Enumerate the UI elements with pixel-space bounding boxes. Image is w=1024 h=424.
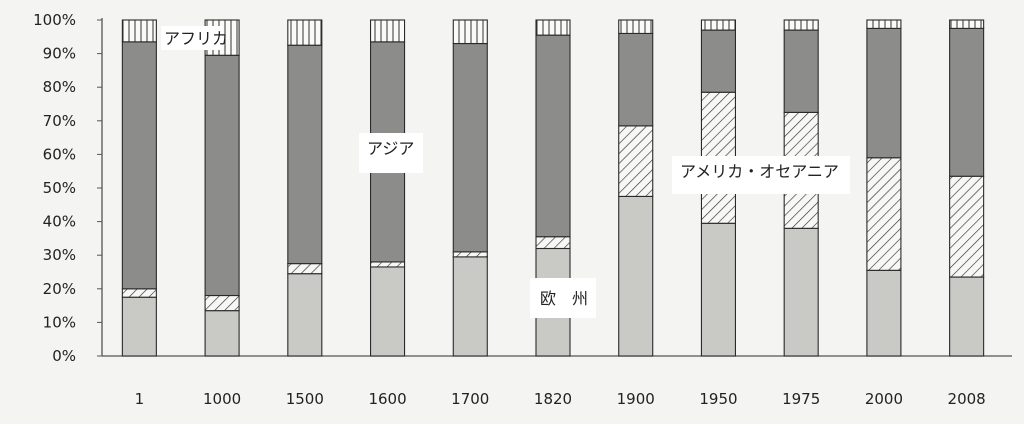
y-tick-label: 20%: [43, 280, 76, 298]
bar-segment-3-1700: [452, 19, 488, 45]
annotation-africa-text: アフリカ: [164, 29, 228, 48]
x-tick-label: 1: [135, 390, 145, 408]
bar-segment-2-1: [121, 41, 157, 290]
x-tick-label: 2008: [948, 390, 986, 408]
x-tick-label: 1500: [286, 390, 324, 408]
bar-segment-1-2000: [866, 157, 902, 271]
y-tick-label: 30%: [43, 246, 76, 264]
bar-segment-3-1600: [369, 19, 406, 43]
bar-segment-1-1000: [204, 294, 240, 312]
bar-segment-0-1900: [618, 195, 654, 357]
bar-segment-0-1500: [287, 273, 323, 357]
y-tick-label: 10%: [43, 313, 76, 331]
bar-segment-2-1950: [700, 29, 737, 93]
annotation-americas-text: アメリカ・オセアニア: [680, 162, 839, 181]
bar-segment-0-1000: [204, 310, 240, 357]
y-tick-label: 90%: [43, 45, 76, 63]
annotation-europe-text: 欧 州: [540, 289, 588, 308]
x-tick-label: 1950: [699, 390, 737, 408]
bar-segment-1-1820: [535, 236, 571, 250]
y-tick-label: 80%: [43, 78, 76, 96]
bar-segment-1-1900: [618, 125, 654, 197]
y-tick-label: 40%: [43, 213, 76, 231]
y-tick-label: 60%: [43, 145, 76, 163]
y-tick-labels: 0% 10% 20% 30% 40% 50% 60% 70% 80% 90% 100%: [33, 11, 102, 365]
bar-segment-1-1700: [452, 251, 488, 258]
bar-segment-3-1975: [783, 19, 819, 31]
bar-segment-3-1820: [535, 19, 571, 36]
bar-segment-3-1: [121, 19, 157, 43]
bar-segment-2-1975: [783, 29, 819, 113]
bar-segment-2-2008: [949, 27, 985, 177]
annotation-africa: アフリカ: [161, 26, 228, 50]
x-tick-label: 1600: [368, 390, 406, 408]
x-tick-label: 1820: [534, 390, 572, 408]
bars: [121, 19, 985, 357]
y-tick-label: 50%: [43, 179, 76, 197]
bar-segment-0-2008: [949, 276, 985, 357]
bar-segment-0-1: [121, 296, 157, 357]
bar-segment-2-1820: [535, 34, 571, 238]
x-tick-label: 1975: [782, 390, 820, 408]
bar-segment-2-1000: [204, 54, 240, 297]
bar-segment-1-1: [121, 288, 157, 298]
bar-segment-0-1700: [452, 256, 488, 357]
x-tick-label: 1700: [451, 390, 489, 408]
bar-segment-0-1600: [369, 266, 406, 357]
y-tick-label: 0%: [52, 347, 76, 365]
annotation-asia-text: アジア: [367, 139, 414, 158]
x-tick-label: 1900: [617, 390, 655, 408]
bar-segment-0-2000: [866, 269, 902, 357]
bar-segment-1-1500: [287, 263, 323, 275]
annotation-europe: 欧 州: [530, 278, 596, 318]
y-tick-label: 100%: [33, 11, 76, 29]
bar-segment-3-2000: [866, 19, 902, 29]
bar-segment-1-2008: [949, 175, 985, 278]
y-tick-label: 70%: [43, 112, 76, 130]
bar-segment-1-1600: [369, 261, 406, 268]
annotation-americas: アメリカ・オセアニア: [672, 156, 850, 194]
bar-segment-3-1900: [618, 19, 654, 34]
bar-segment-2-1900: [618, 32, 654, 127]
bar-segment-3-1950: [700, 19, 737, 31]
x-tick-label: 2000: [865, 390, 903, 408]
bar-segment-3-1500: [287, 19, 323, 46]
x-tick-label: 1000: [203, 390, 241, 408]
bar-segment-0-1950: [700, 222, 737, 357]
annotation-asia: アジア: [359, 133, 423, 173]
bar-segment-0-1975: [783, 227, 819, 357]
bar-segment-3-2008: [949, 19, 985, 29]
bar-segment-2-2000: [866, 27, 902, 159]
bar-segment-2-1700: [452, 42, 488, 253]
bar-segment-2-1500: [287, 44, 323, 265]
x-tick-labels: 1 1000 1500 1600 1700 1820 1900 1950 1975 2000 200…: [135, 390, 986, 408]
